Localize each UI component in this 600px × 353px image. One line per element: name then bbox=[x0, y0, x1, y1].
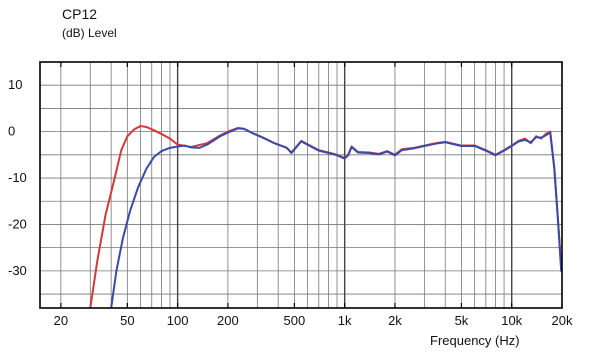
x-tick-label: 10k bbox=[501, 313, 522, 328]
x-tick-label: 50 bbox=[120, 313, 134, 328]
x-tick-label: 1k bbox=[338, 313, 352, 328]
x-tick-label: 2k bbox=[388, 313, 402, 328]
x-tick-labels: 20 50 100 200 500 1k 2k 5k 10k 20k bbox=[54, 62, 573, 328]
x-tick-label: 100 bbox=[167, 313, 189, 328]
y-tick-label: 10 bbox=[8, 77, 22, 92]
series-layer bbox=[89, 125, 562, 308]
y-tick-label: -30 bbox=[8, 263, 27, 278]
chart-title: CP12 bbox=[62, 6, 97, 22]
y-axis-label: (dB) Level bbox=[62, 26, 117, 40]
plot-frame bbox=[39, 61, 563, 309]
x-tick-label: 5k bbox=[455, 313, 469, 328]
x-tick-label: 20 bbox=[54, 313, 68, 328]
y-tick-label: 0 bbox=[8, 124, 15, 139]
minor-grid bbox=[40, 61, 563, 308]
y-tick-label: -10 bbox=[8, 170, 27, 185]
series-line-2 bbox=[110, 127, 562, 308]
y-tick-labels: 10 0 -10 -20 -30 bbox=[8, 77, 27, 278]
y-tick-label: -20 bbox=[8, 216, 27, 231]
x-axis-label: Frequency (Hz) bbox=[430, 333, 520, 348]
x-tick-label: 500 bbox=[284, 313, 306, 328]
x-tick-label: 20k bbox=[552, 313, 573, 328]
x-tick-label: 200 bbox=[217, 313, 239, 328]
major-grid bbox=[176, 62, 513, 308]
